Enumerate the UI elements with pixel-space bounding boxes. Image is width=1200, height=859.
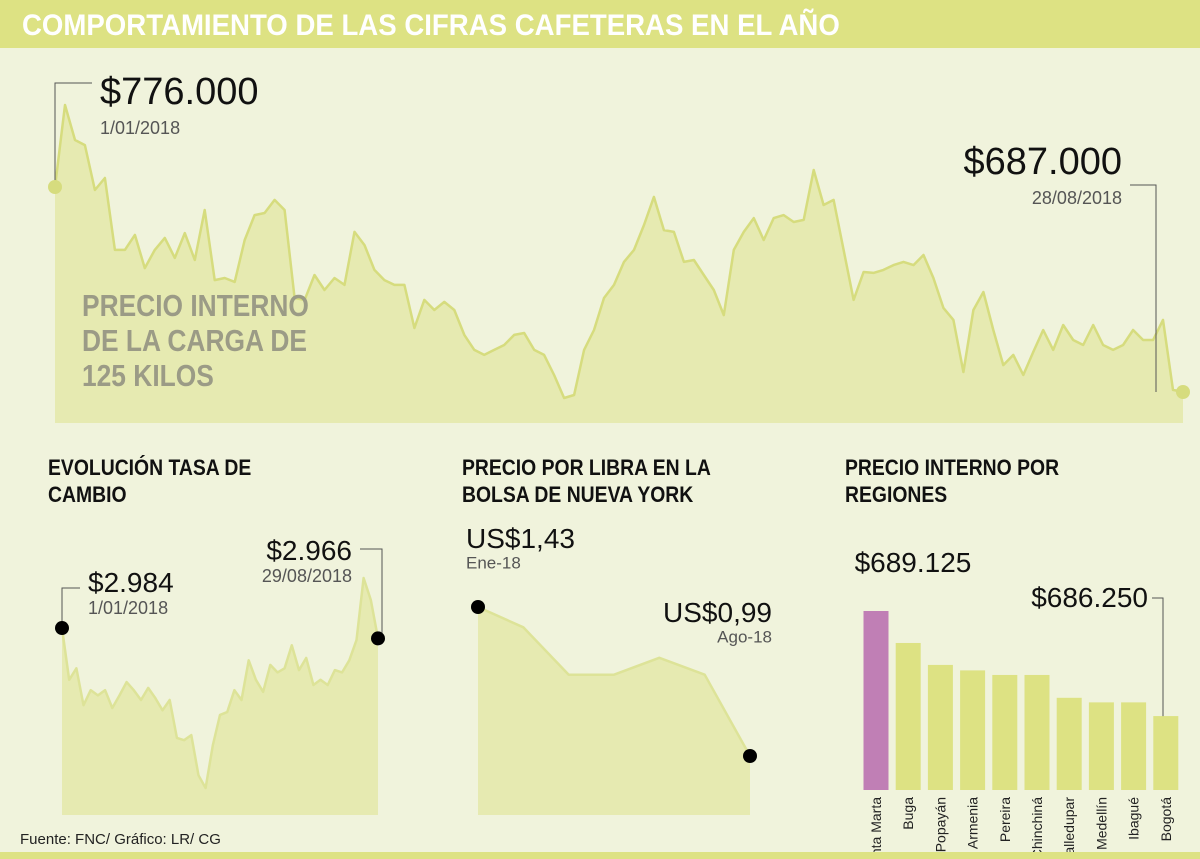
bar — [863, 611, 889, 790]
leader-line — [61, 587, 80, 629]
value-label: $2.984 — [88, 567, 174, 598]
marker — [55, 621, 69, 636]
x-tick-label: Medellín — [1093, 797, 1109, 850]
marker — [743, 749, 757, 763]
chart-title: EVOLUCIÓN TASA DE CAMBIO — [48, 455, 252, 507]
value-label: $686.250 — [1031, 582, 1148, 613]
header-bar: COMPORTAMIENTO DE LAS CIFRAS CAFETERAS E… — [0, 0, 1200, 48]
value-label: $689.125 — [855, 547, 972, 578]
bar — [1121, 702, 1147, 790]
bar — [927, 664, 953, 790]
line — [477, 605, 752, 757]
chart-title: PRECIO INTERNO POR REGIONES — [845, 455, 1060, 507]
leader-line — [360, 548, 383, 639]
date-label: 1/01/2018 — [88, 598, 168, 618]
marker — [371, 631, 385, 646]
date-label: 28/08/2018 — [1032, 188, 1122, 208]
x-tick-label: Santa Marta — [868, 797, 884, 859]
page-title: COMPORTAMIENTO DE LAS CIFRAS CAFETERAS E… — [22, 9, 840, 42]
leader-line — [1152, 597, 1164, 717]
value-label: US$0,99 — [663, 597, 772, 628]
bottom-bar — [0, 852, 1200, 859]
marker — [471, 600, 485, 614]
bar — [1088, 702, 1114, 790]
bar — [895, 642, 921, 790]
date-label: Ene-18 — [466, 554, 521, 573]
date-label: 1/01/2018 — [100, 118, 180, 138]
source: Fuente: FNC/ Gráfico: LR/ CG — [20, 831, 221, 848]
line — [60, 576, 380, 790]
area-fill — [55, 105, 1183, 423]
value-label: US$1,43 — [466, 523, 575, 554]
bar — [1153, 716, 1179, 790]
area-fill — [62, 578, 378, 815]
leader-line — [1130, 184, 1157, 393]
bar — [992, 674, 1018, 790]
chart-title: PRECIO POR LIBRA EN LA BOLSA DE NUEVA YO… — [462, 455, 711, 507]
marker — [48, 180, 62, 195]
date-label: Ago-18 — [717, 628, 772, 647]
x-tick-label: Popayán — [932, 797, 948, 852]
x-tick-label: Pereira — [997, 797, 1013, 842]
x-tick-label: Chinchiná — [1029, 797, 1045, 859]
value-label: $2.966 — [266, 535, 352, 566]
value-label: $776.000 — [100, 71, 259, 113]
bar — [1024, 674, 1050, 790]
x-tick-label: Bogotá — [1158, 797, 1174, 842]
marker — [1176, 385, 1190, 400]
x-tick-label: Valledupar — [1061, 797, 1077, 859]
area-fill — [478, 607, 750, 815]
x-tick-label: Armenia — [965, 797, 981, 849]
line — [53, 103, 1184, 400]
value-label: $687.000 — [964, 141, 1123, 183]
x-tick-label: Ibagué — [1126, 797, 1142, 840]
chart-title: PRECIO INTERNO DE LA CARGA DE 125 KILOS — [82, 288, 309, 393]
date-label: 29/08/2018 — [262, 566, 352, 586]
x-tick-label: Buga — [900, 797, 916, 830]
bar — [1056, 697, 1082, 790]
bar — [960, 670, 986, 790]
leader-line — [54, 82, 92, 188]
